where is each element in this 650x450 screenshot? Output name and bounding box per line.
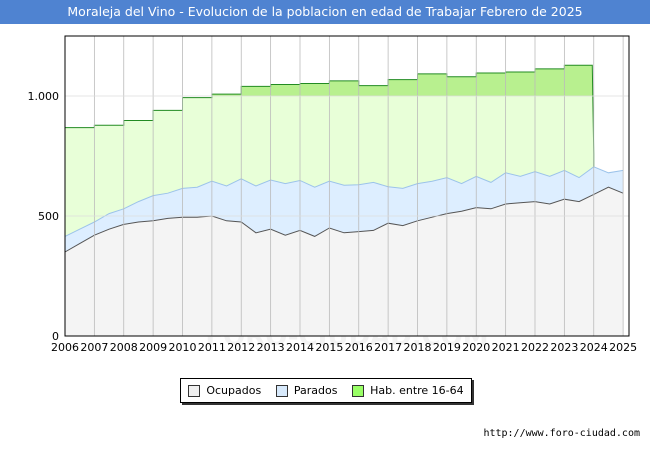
y-tick-label-0: 0 xyxy=(52,330,59,343)
x-tick-label-2023: 2023 xyxy=(550,341,578,354)
y-tick-label-500: 500 xyxy=(38,210,59,223)
legend-swatch-ocupados xyxy=(188,384,201,397)
series-area-ocupados xyxy=(65,187,624,336)
x-tick-label-2016: 2016 xyxy=(345,341,373,354)
legend-label-ocupados: Ocupados xyxy=(206,384,262,397)
x-tick-label-2020: 2020 xyxy=(462,341,490,354)
series-line-parados xyxy=(64,166,624,237)
legend-item-hab: Hab. entre 16-64 xyxy=(352,384,464,397)
legend-swatch-hab xyxy=(352,384,365,397)
x-tick-label-2014: 2014 xyxy=(286,341,314,354)
chart-legend: Ocupados Parados Hab. entre 16-64 xyxy=(180,378,472,403)
series-line-ocupados xyxy=(64,186,624,253)
x-tick-label-2007: 2007 xyxy=(80,341,108,354)
legend-item-ocupados: Ocupados xyxy=(188,384,261,397)
footer-url[interactable]: http://www.foro-ciudad.com xyxy=(483,428,640,439)
x-tick-label-2024: 2024 xyxy=(580,341,608,354)
x-tick-label-2021: 2021 xyxy=(492,341,520,354)
y-tick-label-1000: 1.000 xyxy=(28,90,60,103)
x-tick-label-2017: 2017 xyxy=(374,341,402,354)
x-tick-label-2022: 2022 xyxy=(521,341,549,354)
legend-item-parados: Parados xyxy=(275,384,338,397)
x-tick-label-2015: 2015 xyxy=(315,341,343,354)
x-tick-label-2011: 2011 xyxy=(198,341,226,354)
legend-swatch-parados xyxy=(275,384,288,397)
x-tick-label-2013: 2013 xyxy=(257,341,285,354)
x-tick-label-2019: 2019 xyxy=(433,341,461,354)
chart-title: Moraleja del Vino - Evolucion de la pobl… xyxy=(0,0,650,24)
legend-label-parados: Parados xyxy=(293,384,338,397)
legend-label-hab: Hab. entre 16-64 xyxy=(370,384,464,397)
x-tick-label-2009: 2009 xyxy=(139,341,167,354)
x-tick-label-2012: 2012 xyxy=(227,341,255,354)
x-tick-label-2008: 2008 xyxy=(110,341,138,354)
plot-frame xyxy=(64,35,630,337)
x-tick-label-2010: 2010 xyxy=(169,341,197,354)
x-tick-label-2006: 2006 xyxy=(51,341,79,354)
x-tick-label-2018: 2018 xyxy=(404,341,432,354)
x-tick-label-2025: 2025 xyxy=(609,341,637,354)
